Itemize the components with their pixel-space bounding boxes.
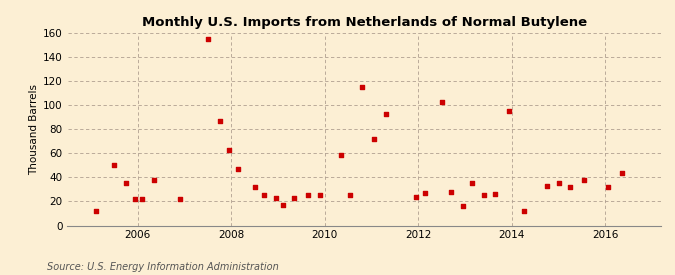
Point — [109, 163, 119, 167]
Point — [579, 178, 590, 182]
Point — [121, 181, 132, 186]
Point — [214, 119, 225, 123]
Point — [137, 197, 148, 201]
Point — [466, 181, 477, 186]
Point — [345, 193, 356, 198]
Point — [410, 194, 421, 199]
Point — [289, 196, 300, 200]
Point — [315, 193, 325, 198]
Point — [223, 147, 234, 152]
Point — [148, 178, 159, 182]
Point — [270, 196, 281, 200]
Point — [504, 109, 515, 113]
Point — [490, 192, 501, 196]
Title: Monthly U.S. Imports from Netherlands of Normal Butylene: Monthly U.S. Imports from Netherlands of… — [142, 16, 587, 29]
Point — [420, 191, 431, 195]
Point — [446, 190, 456, 194]
Point — [541, 184, 552, 188]
Point — [369, 137, 379, 141]
Point — [380, 111, 391, 116]
Point — [174, 197, 185, 201]
Point — [233, 167, 244, 171]
Point — [436, 99, 447, 104]
Point — [518, 209, 529, 213]
Point — [303, 193, 314, 198]
Point — [565, 185, 576, 189]
Point — [259, 193, 269, 198]
Point — [458, 204, 468, 208]
Point — [357, 85, 368, 89]
Point — [277, 203, 288, 207]
Point — [90, 209, 101, 213]
Point — [616, 170, 627, 175]
Point — [602, 185, 613, 189]
Point — [202, 37, 213, 41]
Y-axis label: Thousand Barrels: Thousand Barrels — [29, 84, 38, 175]
Text: Source: U.S. Energy Information Administration: Source: U.S. Energy Information Administ… — [47, 262, 279, 272]
Point — [554, 181, 564, 186]
Point — [130, 197, 140, 201]
Point — [335, 152, 346, 157]
Point — [479, 193, 489, 198]
Point — [249, 185, 260, 189]
